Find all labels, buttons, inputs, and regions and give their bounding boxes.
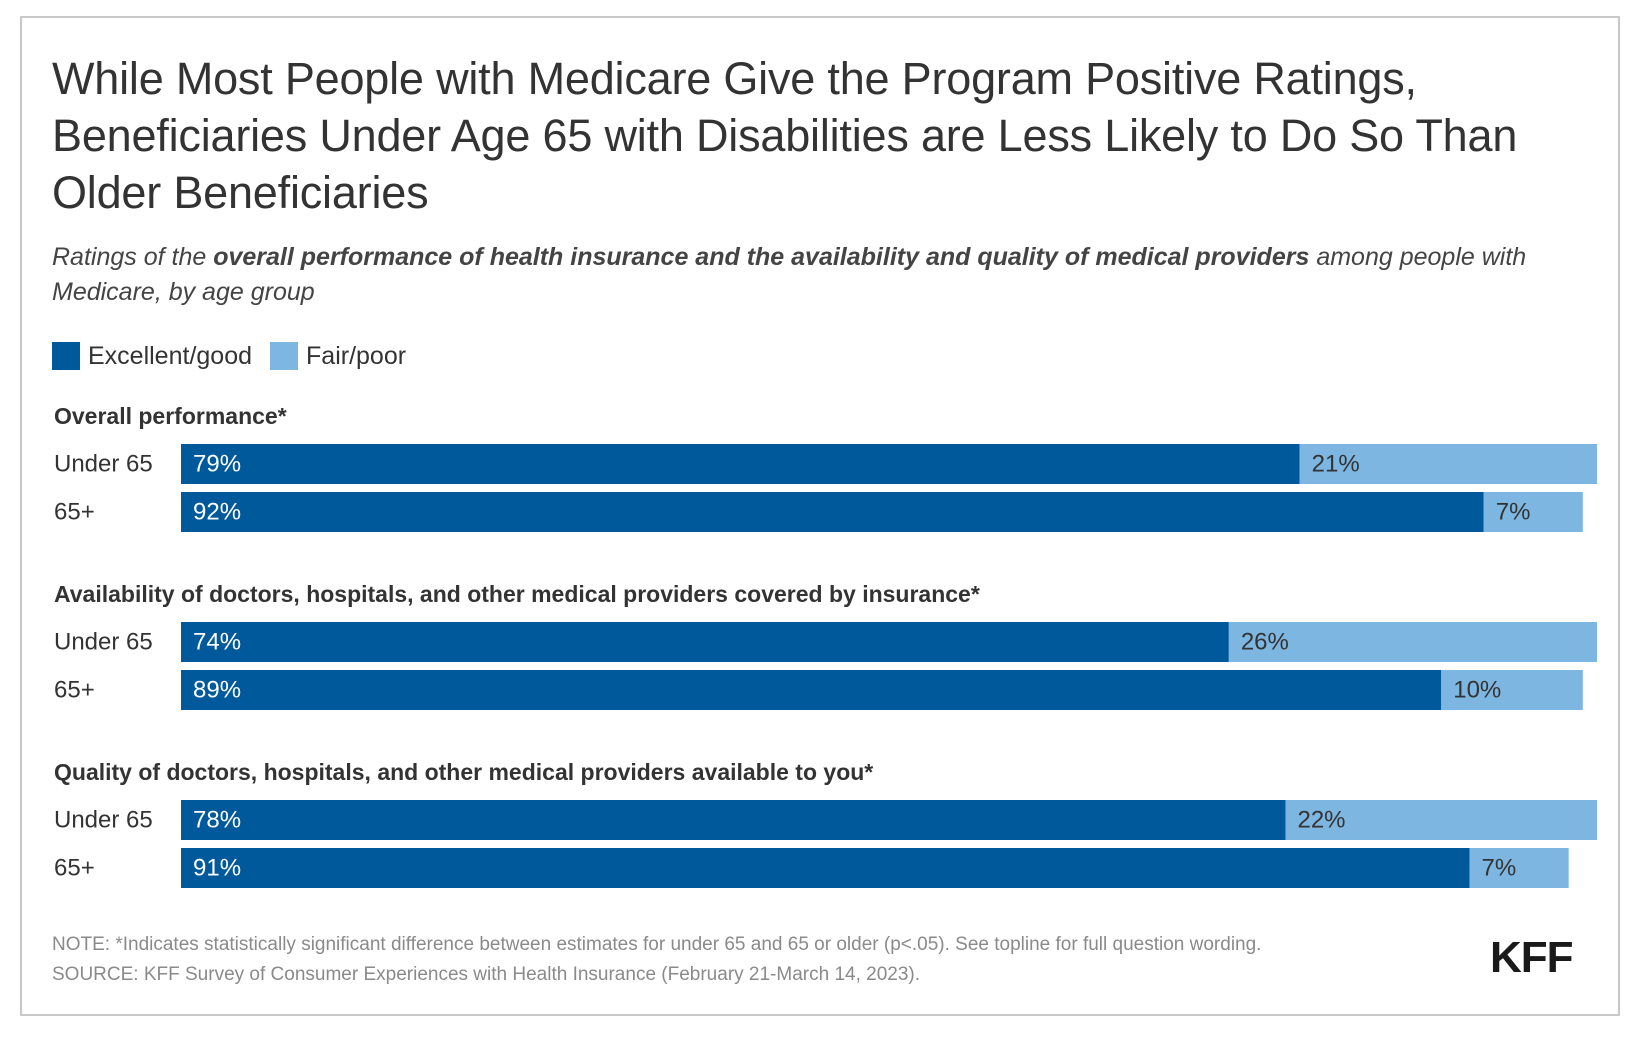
chart-title: While Most People with Medicare Give the…: [52, 53, 1518, 218]
group-label: Overall performance*: [54, 403, 287, 429]
legend-swatch-excellent-good: [52, 342, 80, 370]
data-label: 89%: [193, 676, 241, 703]
data-label: 10%: [1453, 676, 1501, 703]
data-label: 21%: [1312, 450, 1360, 477]
category-label: 65+: [54, 498, 95, 525]
legend: Excellent/good Fair/poor: [52, 340, 424, 372]
category-label: Under 65: [54, 806, 153, 833]
group-label: Availability of doctors, hospitals, and …: [54, 581, 980, 607]
kff-logo: KFF: [1490, 933, 1574, 982]
bar-fair-poor: [1483, 492, 1583, 532]
footer-note: NOTE: *Indicates statistically significa…: [52, 934, 1262, 955]
category-label: Under 65: [54, 628, 153, 655]
data-label: 26%: [1241, 628, 1289, 655]
data-label: 7%: [1496, 498, 1531, 525]
legend-item-fair-poor: Fair/poor: [270, 342, 406, 371]
data-label: 7%: [1482, 854, 1517, 881]
data-label: 79%: [193, 450, 241, 477]
chart-frame: [20, 16, 1620, 1016]
subtitle-prefix: Ratings of the: [52, 243, 214, 271]
bar-fair-poor: [1441, 670, 1583, 710]
bar-excellent-good: [181, 848, 1470, 888]
category-label: 65+: [54, 676, 95, 703]
bar-fair-poor: [1285, 800, 1597, 840]
bar-excellent-good: [181, 622, 1229, 662]
legend-label-excellent-good: Excellent/good: [88, 341, 253, 370]
data-label: 78%: [193, 806, 241, 833]
subtitle-suffix: among people with Medicare, by age group: [52, 243, 1527, 306]
data-label: 74%: [193, 628, 241, 655]
bar-excellent-good: [181, 492, 1484, 532]
legend-item-excellent-good: Excellent/good: [52, 342, 252, 371]
bar-excellent-good: [181, 670, 1442, 710]
bar-excellent-good: [181, 800, 1286, 840]
bar-fair-poor: [1228, 622, 1597, 662]
bar-fair-poor: [1469, 848, 1569, 888]
footer: NOTE: *Indicates statistically significa…: [52, 930, 1261, 990]
bar-fair-poor: [1299, 444, 1597, 484]
chart-subtitle: Ratings of the overall performance of he…: [52, 240, 1572, 310]
legend-label-fair-poor: Fair/poor: [306, 341, 407, 370]
data-label: 22%: [1297, 806, 1345, 833]
footer-source: SOURCE: KFF Survey of Consumer Experienc…: [52, 964, 921, 985]
group-label: Quality of doctors, hospitals, and other…: [54, 759, 873, 785]
bar-excellent-good: [181, 444, 1300, 484]
data-label: 91%: [193, 854, 241, 881]
category-label: Under 65: [54, 450, 153, 477]
legend-swatch-fair-poor: [270, 342, 299, 370]
data-label: 92%: [193, 498, 241, 525]
category-label: 65+: [54, 854, 95, 881]
subtitle-bold: overall performance of health insurance …: [213, 243, 1310, 271]
